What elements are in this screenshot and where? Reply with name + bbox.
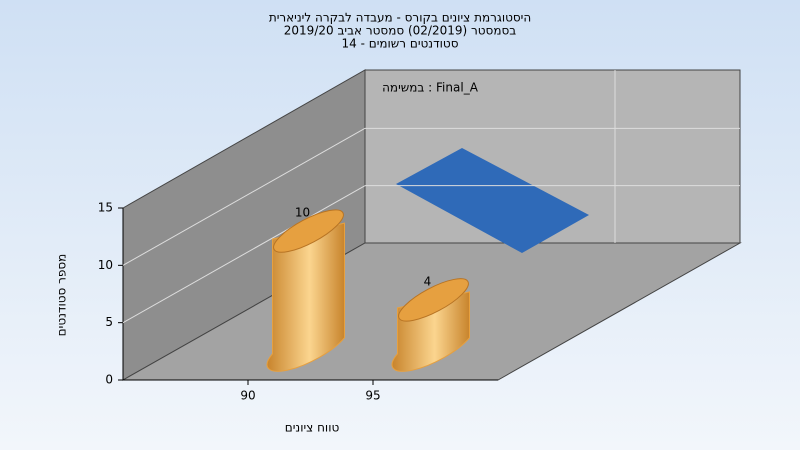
data-label: 10: [295, 206, 310, 220]
bar-top: [273, 209, 344, 253]
legend-label: במשימה : Final_A: [382, 81, 479, 95]
y-tick-label: 15: [98, 201, 113, 215]
bar-body: [266, 222, 345, 372]
bar: [391, 278, 470, 372]
chart-title: היסטוגרמת ציונים בקורס - מעבדה לבקרה לינ…: [269, 11, 531, 25]
y-axis-label: מספר סטודנטים: [55, 254, 69, 337]
bar-top: [398, 278, 469, 322]
chart-subtitle: סטודנטים רשומים - 14: [341, 37, 458, 51]
grid-line: [122, 185, 366, 324]
y-tick-label: 0: [105, 373, 113, 387]
grid-line: [122, 127, 366, 266]
y-tick-label: 5: [105, 315, 113, 329]
y-tick-label: 10: [98, 258, 113, 272]
data-label: 4: [424, 274, 432, 288]
x-tick-label: 95: [365, 389, 380, 403]
chart-subtitle: בסמסטר (02/2019) סמסטר אביב 2019/20: [284, 24, 516, 38]
bar: [266, 209, 345, 372]
x-tick-label: 90: [240, 389, 255, 403]
series-plane: [396, 148, 589, 253]
x-axis-label: טווח ציונים: [285, 421, 340, 435]
